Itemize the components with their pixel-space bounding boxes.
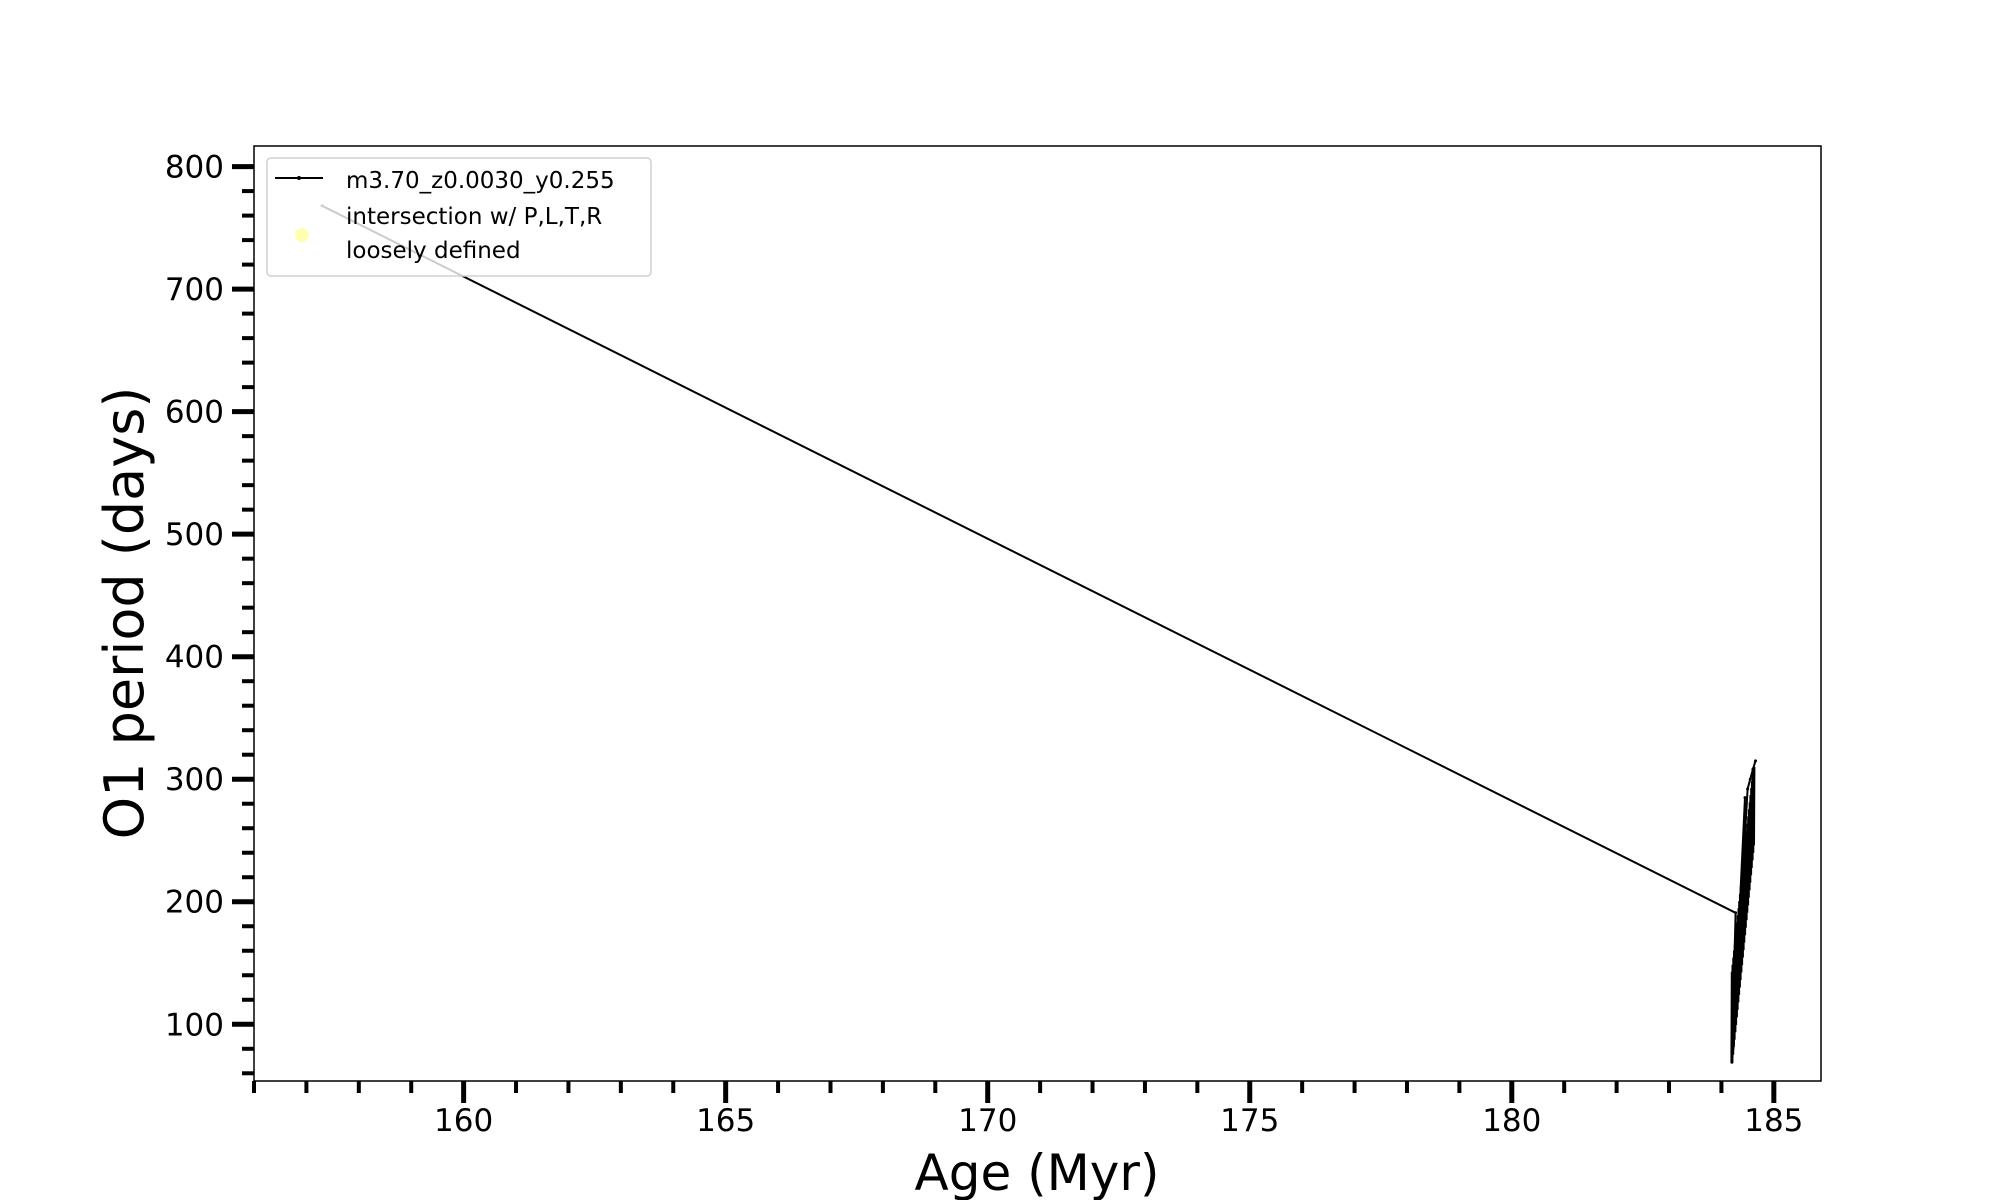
- legend: m3.70_z0.0030_y0.255 intersection w/ P,L…: [266, 157, 652, 277]
- y-tick-label: 500: [165, 517, 224, 553]
- y-tick-label: 800: [165, 150, 224, 186]
- x-tick-label: 175: [1220, 1103, 1279, 1139]
- y-axis-label: O1 period (days): [93, 387, 156, 840]
- y-tick-label: 300: [165, 762, 224, 798]
- data-point: [1748, 777, 1752, 781]
- series-oscillation: [1730, 766, 1756, 1063]
- y-tick-label: 100: [165, 1007, 224, 1043]
- plot-area: [320, 204, 1757, 1064]
- data-point: [1734, 911, 1738, 915]
- legend-label-intersection-2: loosely defined: [346, 238, 521, 264]
- x-tick-label: 160: [434, 1103, 493, 1139]
- legend-label-series: m3.70_z0.0030_y0.255: [346, 168, 615, 194]
- x-axis-label: Age (Myr): [915, 1144, 1160, 1200]
- x-tick-label: 170: [958, 1103, 1017, 1139]
- y-tick-label: 400: [165, 640, 224, 676]
- y-tick-label: 700: [165, 272, 224, 308]
- x-tick-label: 165: [696, 1103, 755, 1139]
- legend-dot-marker: [297, 176, 301, 180]
- axes-frame: [253, 145, 1822, 1082]
- legend-box: [266, 157, 652, 277]
- series-line: [321, 204, 1757, 1064]
- x-tick-label: 180: [1482, 1103, 1541, 1139]
- data-point: [1753, 759, 1757, 763]
- legend-label-intersection-1: intersection w/ P,L,T,R: [346, 204, 602, 230]
- legend-intersection-marker: [295, 228, 309, 242]
- ticks: 160 165 170 175 180 185 100 200 300 400 500 600 700 8…: [165, 150, 1804, 1139]
- x-tick-label: 185: [1744, 1103, 1803, 1139]
- y-tick-label: 600: [165, 395, 224, 431]
- y-tick-label: 200: [165, 885, 224, 921]
- data-point: [1743, 796, 1747, 800]
- data-point: [1746, 787, 1750, 791]
